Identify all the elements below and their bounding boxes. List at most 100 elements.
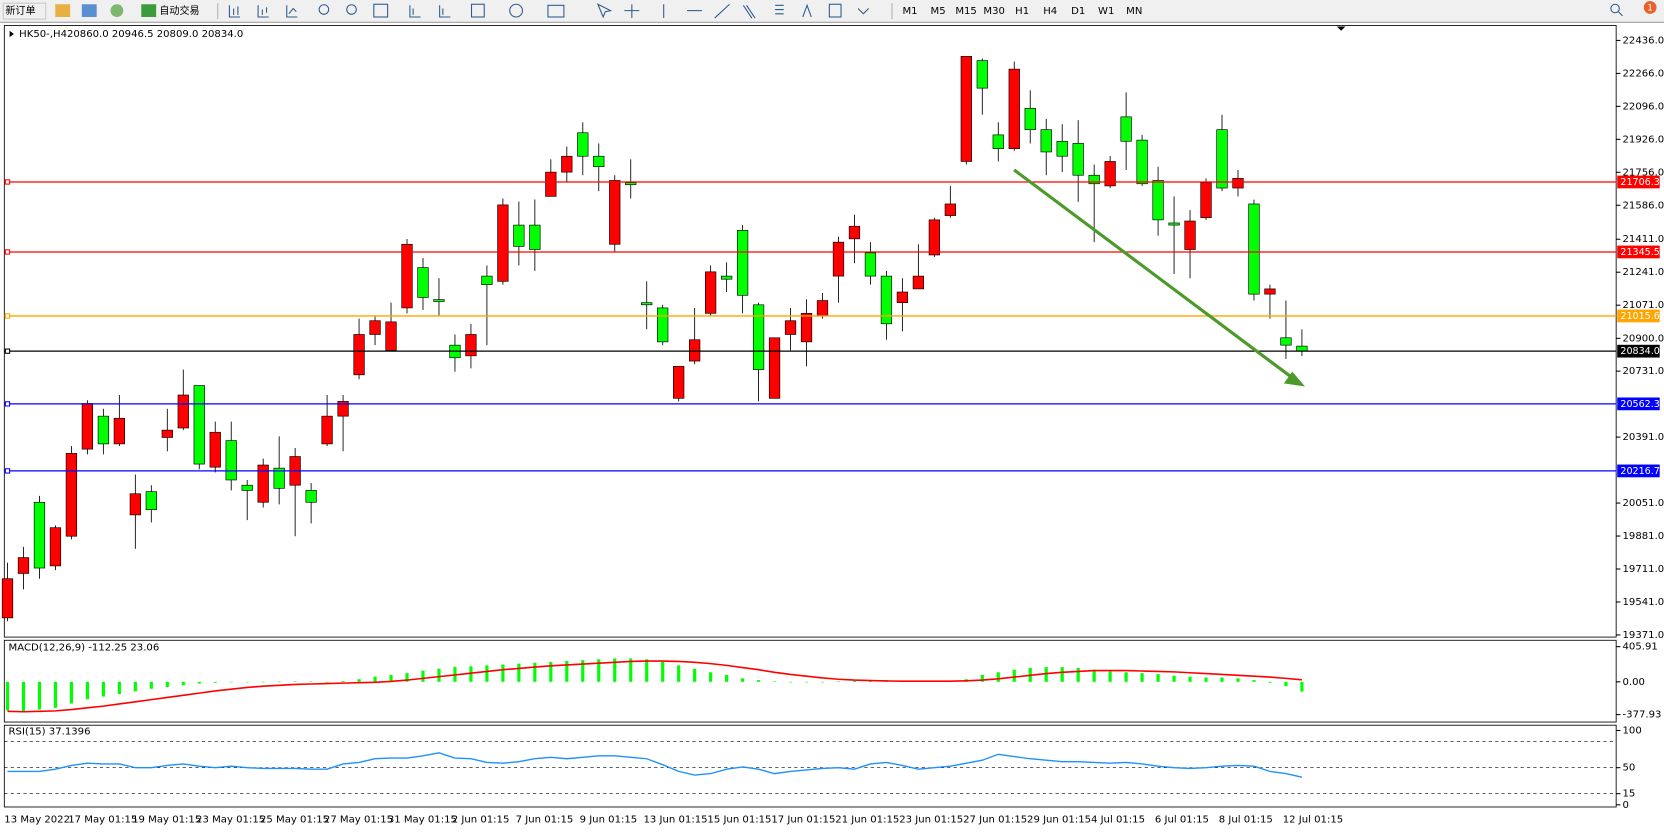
candle-body <box>641 302 653 306</box>
y-tick-label: 0 <box>1623 800 1629 811</box>
macd-bar <box>1268 681 1272 683</box>
candle-body <box>1216 129 1228 189</box>
auto-trading-label[interactable]: 自动交易 <box>159 4 199 17</box>
candle-body <box>912 275 925 290</box>
timeframe-button[interactable]: W1 <box>1098 6 1114 17</box>
macd-bar <box>1044 667 1048 682</box>
timeframe-button[interactable]: M1 <box>902 6 917 17</box>
panel-marker <box>9 30 14 38</box>
macd-bar <box>85 681 89 700</box>
y-tick-label: 20900.0 <box>1623 333 1664 344</box>
tool-icons[interactable] <box>228 3 870 19</box>
candle-body <box>177 394 189 429</box>
macd-bar <box>1012 669 1016 682</box>
candle-body <box>129 493 141 516</box>
macd-bar <box>469 666 473 682</box>
timeframe-button[interactable]: M15 <box>955 6 977 17</box>
candle-body <box>1056 140 1068 157</box>
candle-body <box>305 490 317 503</box>
toolbar <box>0 0 1664 23</box>
macd-bar <box>213 681 217 683</box>
y-tick-label: 19881.0 <box>1623 531 1664 542</box>
x-tick-label: 21 Jun 01:15 <box>835 815 899 826</box>
candle-body <box>65 453 78 537</box>
macd-bar <box>437 668 441 682</box>
macd-bar <box>309 681 313 683</box>
notification-count[interactable]: 1 <box>1647 3 1652 13</box>
candle-body <box>513 224 525 247</box>
candle-body <box>625 182 637 186</box>
candle-body <box>864 252 877 277</box>
chart-layer: 22436.0 22266.0 22096.0 21926.0 21756.0 21586… <box>1 35 1664 826</box>
macd-bar <box>53 681 58 708</box>
candle-body <box>561 155 573 173</box>
candle-body <box>321 415 333 445</box>
level-handle <box>4 468 11 474</box>
candle-body <box>736 230 749 296</box>
macd-bar <box>693 668 697 682</box>
level-label-box <box>1617 309 1660 323</box>
x-tick-label: 27 Jun 01:15 <box>963 815 1027 826</box>
y-tick-label: 21241.0 <box>1623 267 1664 278</box>
macd-bar <box>1220 677 1224 682</box>
macd-bar <box>581 660 585 682</box>
search-icon[interactable] <box>1610 3 1623 17</box>
new-order-button[interactable] <box>2 2 47 20</box>
new-order-label[interactable]: 新订单 <box>5 4 35 17</box>
candle-body <box>481 275 493 285</box>
candle-body <box>417 267 429 298</box>
candle-body <box>896 291 909 303</box>
notification-badge[interactable] <box>1643 1 1657 14</box>
rsi-panel <box>3 724 1617 808</box>
icon[interactable] <box>81 4 97 17</box>
timeframe-button[interactable]: H1 <box>1015 6 1029 17</box>
level-label: 21706.3 <box>1620 177 1659 188</box>
candle-body <box>545 171 557 197</box>
auto-trading-icon[interactable] <box>141 4 157 17</box>
macd-bar <box>756 680 761 682</box>
timeframe-button[interactable]: H4 <box>1043 6 1057 17</box>
icon[interactable] <box>110 4 124 17</box>
macd-bar <box>229 681 233 683</box>
macd-bar <box>1156 674 1160 682</box>
level-label: 20562.3 <box>1620 399 1659 410</box>
candle-body <box>832 241 845 277</box>
macd-bar <box>1172 675 1176 682</box>
macd-bar <box>293 681 297 682</box>
macd-bar <box>5 681 10 711</box>
y-tick-label: 19711.0 <box>1623 564 1664 575</box>
candle-body <box>81 403 94 450</box>
candle-body <box>273 467 285 489</box>
macd-bar <box>741 678 745 682</box>
candle-body <box>161 429 173 438</box>
candle-body <box>1184 220 1196 250</box>
timeframe-button[interactable]: D1 <box>1071 6 1085 17</box>
macd-bar <box>1076 667 1080 682</box>
y-tick-label: 50 <box>1623 763 1636 774</box>
x-tick-label: 29 Jun 01:15 <box>1027 815 1091 826</box>
macd-bar <box>261 681 265 683</box>
macd-bar <box>1188 676 1192 682</box>
level-label: 20216.7 <box>1620 466 1659 477</box>
candle-body <box>337 401 349 417</box>
macd-bar <box>629 658 633 682</box>
timeframe-button[interactable]: MN <box>1126 6 1142 17</box>
macd-bar <box>485 665 489 682</box>
timeframe-button[interactable]: M30 <box>983 6 1005 17</box>
icon[interactable] <box>55 4 71 17</box>
y-tick-label: 20731.0 <box>1623 366 1664 377</box>
x-tick-label: 8 Jul 01:15 <box>1219 815 1273 826</box>
macd-bar <box>565 661 569 682</box>
macd-bar <box>405 673 409 682</box>
x-tick-label: 31 May 01:15 <box>388 815 457 826</box>
macd-bar <box>709 672 713 682</box>
macd-bar <box>1108 671 1112 682</box>
macd-bar <box>725 674 729 682</box>
level-handle <box>4 401 11 407</box>
candle-body <box>1280 337 1292 346</box>
candle-body <box>401 243 413 309</box>
timeframe-button[interactable]: M5 <box>931 6 946 17</box>
candle-body <box>577 132 589 157</box>
x-tick-label: 23 Jun 01:15 <box>899 815 963 826</box>
x-tick-label: 4 Jul 01:15 <box>1091 815 1145 826</box>
